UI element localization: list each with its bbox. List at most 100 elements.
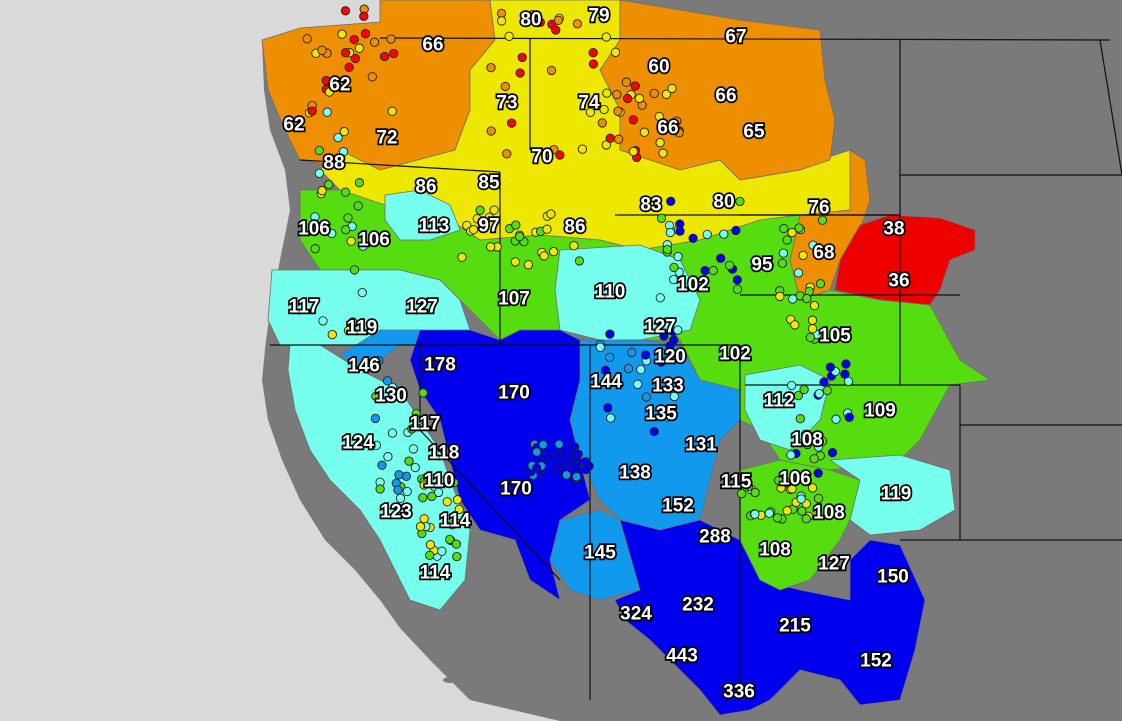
station-marker bbox=[344, 62, 354, 72]
station-marker bbox=[732, 284, 743, 294]
station-marker bbox=[504, 31, 514, 41]
basin-value-label: 114 bbox=[440, 511, 471, 532]
station-marker bbox=[468, 225, 479, 235]
station-marker bbox=[324, 179, 334, 190]
station-marker bbox=[387, 428, 398, 438]
station-marker bbox=[515, 68, 525, 78]
basin-value-label: 123 bbox=[380, 502, 412, 523]
basin-value-label: 88 bbox=[323, 153, 344, 174]
station-marker bbox=[527, 10, 538, 20]
station-marker bbox=[628, 115, 638, 125]
station-marker bbox=[514, 231, 525, 242]
station-marker bbox=[819, 377, 829, 387]
basin-value-label: 117 bbox=[410, 414, 441, 435]
basin-value-label: 124 bbox=[342, 433, 374, 454]
station-marker bbox=[322, 107, 332, 117]
basin-value-label: 120 bbox=[654, 347, 686, 368]
basin-value-label: 118 bbox=[429, 443, 460, 464]
station-marker bbox=[719, 229, 729, 239]
station-marker bbox=[374, 356, 384, 366]
basin-value-label: 72 bbox=[376, 128, 397, 149]
basin-value-label: 178 bbox=[424, 355, 456, 376]
station-marker bbox=[649, 88, 659, 99]
station-marker bbox=[743, 481, 754, 491]
station-marker bbox=[633, 379, 643, 389]
station-marker bbox=[800, 429, 811, 439]
station-marker bbox=[797, 506, 807, 516]
station-marker bbox=[841, 359, 851, 369]
station-marker bbox=[571, 472, 582, 482]
station-marker bbox=[822, 385, 832, 396]
islands bbox=[325, 517, 475, 692]
station-marker bbox=[338, 147, 349, 157]
station-marker bbox=[656, 213, 667, 223]
station-marker bbox=[427, 491, 437, 502]
station-marker bbox=[371, 391, 381, 401]
station-marker bbox=[310, 212, 320, 222]
station-marker bbox=[786, 450, 796, 460]
station-marker bbox=[452, 551, 462, 562]
station-marker bbox=[451, 539, 461, 549]
station-marker bbox=[339, 126, 349, 137]
station-marker bbox=[798, 250, 808, 261]
station-marker bbox=[357, 287, 367, 298]
basin-value-label: 115 bbox=[721, 472, 752, 493]
station-marker bbox=[656, 410, 666, 421]
basin-regions bbox=[261, 0, 992, 716]
station-marker bbox=[517, 52, 527, 63]
station-marker bbox=[549, 144, 559, 155]
station-marker bbox=[442, 497, 452, 507]
station-marker bbox=[597, 118, 607, 128]
basin-value-label: 83 bbox=[640, 195, 661, 216]
basin-value-label: 86 bbox=[564, 217, 585, 238]
basin-value-label: 127 bbox=[406, 297, 438, 318]
station-marker bbox=[843, 376, 854, 386]
station-marker bbox=[585, 107, 596, 117]
station-marker bbox=[605, 329, 615, 339]
basin-cyan-southeast bbox=[828, 454, 956, 536]
basin-value-label: 138 bbox=[619, 463, 651, 484]
station-marker bbox=[457, 252, 467, 262]
station-marker bbox=[389, 48, 399, 59]
station-marker bbox=[655, 293, 665, 303]
station-marker bbox=[346, 236, 356, 246]
station-marker bbox=[605, 133, 615, 143]
station-marker bbox=[317, 186, 327, 196]
station-marker bbox=[395, 493, 406, 503]
basin-value-label: 145 bbox=[584, 543, 616, 564]
station-marker bbox=[667, 381, 677, 392]
basin-value-label: 107 bbox=[498, 289, 530, 310]
station-marker bbox=[523, 260, 534, 270]
station-marker bbox=[658, 348, 668, 359]
station-marker bbox=[307, 106, 317, 116]
station-marker bbox=[324, 87, 334, 97]
basin-value-label: 106 bbox=[779, 469, 811, 490]
station-marker bbox=[782, 478, 792, 488]
basin-value-label: 79 bbox=[588, 6, 609, 27]
station-marker bbox=[570, 442, 580, 452]
basin-value-label: 150 bbox=[877, 567, 909, 588]
station-marker bbox=[445, 534, 455, 545]
station-marker bbox=[802, 439, 813, 450]
basin-value-label: 131 bbox=[685, 435, 717, 456]
station-marker bbox=[665, 227, 676, 238]
value-labels: 80 79 67 66 60 62 73 74 66 62 72 66 65 70 88 86 85 80 83 76… bbox=[282, 4, 913, 704]
station-marker bbox=[500, 81, 510, 92]
station-marker bbox=[569, 241, 579, 251]
station-marker bbox=[379, 51, 390, 62]
station-marker bbox=[511, 220, 521, 230]
station-marker bbox=[382, 376, 393, 386]
station-marker bbox=[802, 293, 812, 304]
station-marker bbox=[775, 291, 785, 302]
station-marker bbox=[668, 274, 679, 285]
basin-value-label: 73 bbox=[496, 93, 517, 114]
station-marker bbox=[327, 329, 337, 340]
station-marker bbox=[661, 89, 672, 99]
basin-value-label: 127 bbox=[644, 317, 676, 338]
basin-value-label: 170 bbox=[498, 383, 530, 404]
station-marker bbox=[554, 464, 564, 474]
basin-value-label: 110 bbox=[424, 471, 455, 492]
station-marker bbox=[538, 440, 548, 450]
station-marker bbox=[377, 460, 387, 470]
station-marker bbox=[314, 168, 325, 178]
